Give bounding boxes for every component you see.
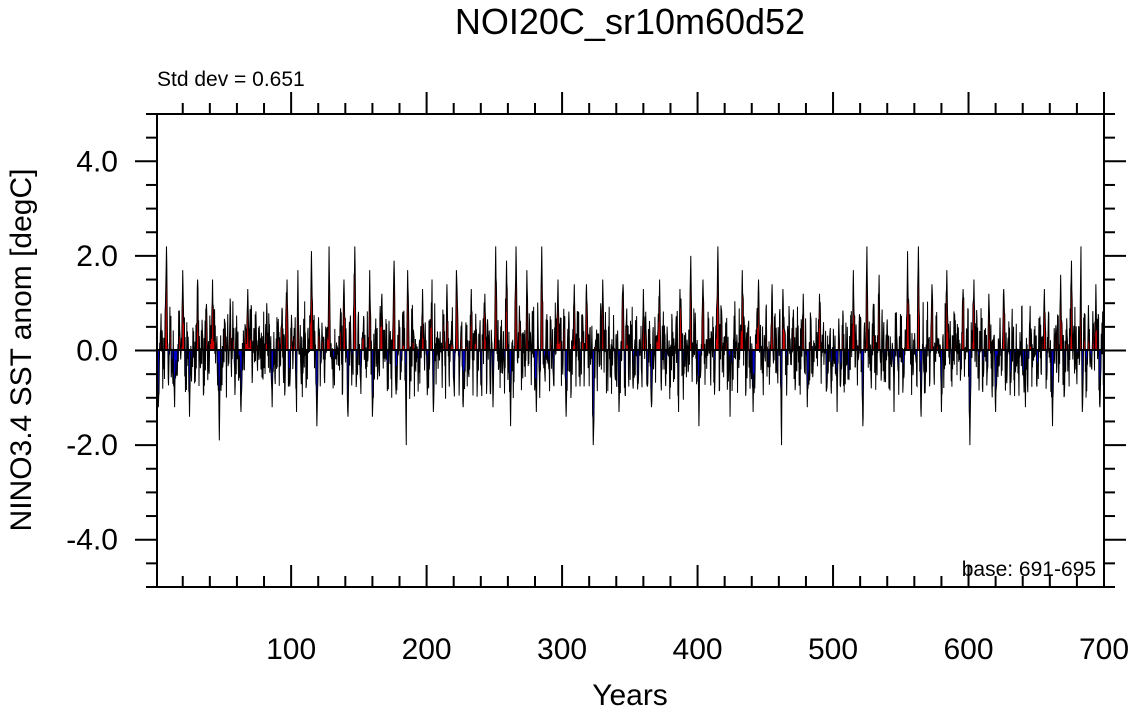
y-tick-label: -4.0 xyxy=(66,524,118,557)
x-tick-label: 700 xyxy=(1079,633,1129,666)
y-axis-label: NINO3.4 SST anom [degC] xyxy=(5,169,38,532)
x-tick-label: 300 xyxy=(537,633,587,666)
x-axis-ticks: 100 200 300 400 500 600 700 xyxy=(181,92,1129,666)
base-annotation: base: 691-695 xyxy=(962,558,1096,581)
x-tick-label: 600 xyxy=(943,633,993,666)
y-tick-label: 2.0 xyxy=(76,240,118,273)
y-axis-ticks: -4.0 -2.0 0.0 2.0 4.0 xyxy=(66,113,1126,588)
chart-title: NOI20C_sr10m60d52 xyxy=(455,1,805,42)
x-tick-label: 200 xyxy=(402,633,452,666)
std-dev-label: Std dev = 0.651 xyxy=(157,68,305,91)
series-layer xyxy=(156,246,1105,446)
anomaly-series-line xyxy=(156,246,1105,446)
x-tick-label: 500 xyxy=(808,633,858,666)
x-axis-label: Years xyxy=(592,679,668,712)
y-tick-label: 4.0 xyxy=(76,145,118,178)
positive-anomaly-fill xyxy=(157,246,1104,351)
y-tick-label: -2.0 xyxy=(66,429,118,462)
y-tick-label: 0.0 xyxy=(76,335,118,368)
x-tick-label: 400 xyxy=(673,633,723,666)
x-tick-label: 100 xyxy=(266,633,316,666)
